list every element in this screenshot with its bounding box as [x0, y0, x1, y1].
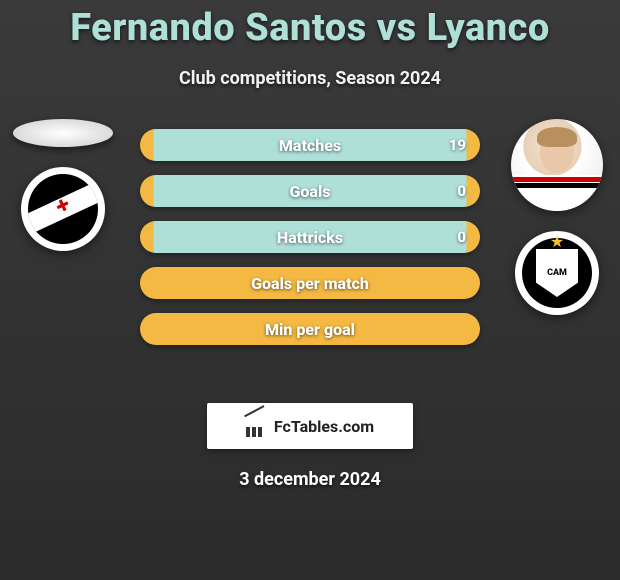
right-player-column: ★ CAM: [502, 119, 612, 315]
comparison-panel: Matches 19 Goals 0 Hattricks 0 Goals per match…: [0, 119, 620, 379]
stat-bars: Matches 19 Goals 0 Hattricks 0 Goals per match…: [140, 129, 480, 345]
stat-value-right: 19: [449, 136, 466, 154]
star-icon: ★: [550, 232, 564, 251]
stat-label: Matches: [279, 136, 341, 155]
stat-label: Hattricks: [277, 228, 343, 247]
chart-icon: [246, 415, 268, 437]
right-club-badge: ★ CAM: [515, 231, 599, 315]
stat-bar: Goals per match: [140, 267, 480, 299]
stat-bar: Hattricks 0: [140, 221, 480, 253]
page-subtitle: Club competitions, Season 2024: [0, 68, 620, 89]
left-player-portrait: [13, 119, 113, 147]
branding-badge[interactable]: FcTables.com: [207, 403, 413, 449]
stat-bar: Matches 19: [140, 129, 480, 161]
left-player-column: [8, 119, 118, 251]
jersey-icon: [511, 175, 603, 211]
stat-bar: Goals 0: [140, 175, 480, 207]
stat-bar: Min per goal: [140, 313, 480, 345]
branding-text: FcTables.com: [274, 417, 374, 436]
stat-value-right: 0: [457, 182, 466, 200]
left-club-badge: [21, 167, 105, 251]
footer-date: 3 december 2024: [0, 469, 620, 490]
atletico-crest-icon: ★ CAM: [522, 238, 592, 308]
vasco-crest-icon: [28, 174, 98, 244]
right-player-portrait: [511, 119, 603, 211]
shield-icon: CAM: [536, 249, 578, 297]
stat-label: Goals: [290, 182, 331, 201]
stat-value-right: 0: [457, 228, 466, 246]
stat-label: Goals per match: [251, 274, 369, 293]
club-abbr: CAM: [547, 269, 567, 278]
page-title: Fernando Santos vs Lyanco: [0, 0, 620, 50]
stat-label: Min per goal: [265, 320, 355, 339]
